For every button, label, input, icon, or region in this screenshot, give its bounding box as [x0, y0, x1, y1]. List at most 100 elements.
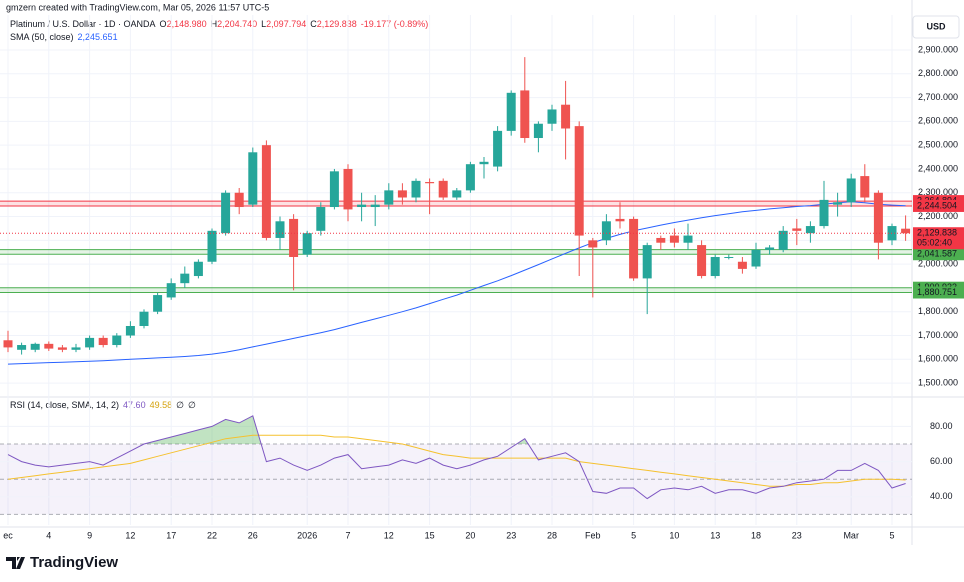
x-tick-label: 2026	[297, 530, 317, 540]
y-tick-label: 2,000.000	[918, 259, 958, 269]
candle-body	[846, 178, 856, 203]
candle-body	[44, 343, 54, 349]
y-tick-label: 2,500.000	[918, 140, 958, 150]
rsi-tick-label: 40.00	[930, 491, 953, 501]
candle-body	[125, 325, 135, 336]
rsi-line	[7, 434, 906, 487]
rsi-value: 47.60	[123, 400, 146, 410]
level-tag-label: 2,041.587	[917, 249, 957, 259]
candle-body	[805, 226, 815, 234]
brand: TradingView	[30, 554, 118, 571]
level-zone	[0, 201, 912, 206]
change: -19.177 (-0.89%)	[361, 19, 429, 29]
x-tick-label: 22	[207, 530, 217, 540]
logo-mark	[6, 557, 25, 569]
rsi-legend: RSI (14, close, SMA, 14, 2) 47.60 49.58 ∅ ∅	[10, 400, 196, 410]
rsi-line	[7, 415, 906, 500]
rsi-sma-value: 49.58	[150, 400, 173, 410]
x-tick-label: 23	[792, 530, 802, 540]
x-tick-label: 13	[710, 530, 720, 540]
ohlc-c: 2,129.838	[317, 19, 357, 29]
sma-name: SMA (50, close)	[10, 32, 74, 42]
candle-body	[221, 192, 231, 234]
x-tick-label: Feb	[585, 530, 601, 540]
y-tick-label: 2,200.000	[918, 211, 958, 221]
candle-body	[289, 218, 299, 257]
currency-box[interactable]	[912, 15, 960, 39]
candle-body	[901, 228, 911, 234]
candle-body	[683, 235, 693, 243]
rsi-tick-label: 60.00	[930, 456, 953, 466]
candle-body	[533, 123, 543, 139]
ohlc-h: 2,204.740	[217, 19, 257, 29]
y-tick-label: 1,600.000	[918, 354, 958, 364]
candle-body	[248, 152, 258, 205]
symbol-line: Platinum / U.S. Dollar · 1D · OANDA O2,14…	[10, 19, 428, 29]
candle-body	[547, 109, 557, 124]
level-tag-label: 2,244.504	[917, 200, 957, 210]
ohlc-l: 2,097.794	[266, 19, 306, 29]
candle-body	[438, 180, 448, 198]
labels: 2,900.000 2,800.000 2,700.000 2,600.000 2,50…	[3, 44, 964, 540]
candle-body	[153, 295, 163, 312]
sma-legend: SMA (50, close) 2,245.651	[10, 32, 118, 42]
level-zone	[0, 287, 912, 293]
plot-area	[0, 15, 912, 525]
rsi-extra: ∅	[188, 400, 196, 410]
sma-value: 2,245.651	[78, 32, 118, 42]
candle-body	[860, 176, 870, 198]
candle-body	[588, 240, 598, 248]
candle-body	[261, 145, 271, 238]
candle-body	[642, 245, 652, 279]
countdown-label: 05:02:40	[917, 238, 952, 248]
candle-body	[601, 221, 611, 241]
ohlc-c-label: C	[310, 19, 317, 29]
level-tag-label: 1,880.751	[917, 287, 957, 297]
x-tick-label: 17	[166, 530, 176, 540]
x-tick-label: 28	[547, 530, 557, 540]
candle-body	[85, 337, 95, 348]
y-tick-label: 2,800.000	[918, 68, 958, 78]
last-price-tag	[913, 227, 964, 250]
rsi-title: RSI (14, close, SMA, 14, 2)	[10, 400, 119, 410]
candle-body	[629, 218, 639, 279]
x-tick-label: 18	[751, 530, 761, 540]
level-tag	[913, 248, 964, 261]
x-tick-label: 26	[248, 530, 258, 540]
candle-body	[669, 235, 679, 243]
candle-body	[316, 207, 326, 231]
x-tick-label: 20	[465, 530, 475, 540]
x-tick-label: 10	[669, 530, 679, 540]
y-tick-label: 2,600.000	[918, 116, 958, 126]
candle-body	[3, 340, 13, 348]
y-tick-label: 1,700.000	[918, 330, 958, 340]
candle-body	[656, 237, 666, 243]
candle-body	[574, 126, 584, 236]
y-tick-label: 1,800.000	[918, 306, 958, 316]
candle-body	[710, 256, 720, 277]
candle-body	[765, 247, 775, 250]
level-tag	[913, 286, 964, 299]
candle-body	[98, 337, 108, 346]
candle-body	[370, 204, 380, 208]
candle-body	[180, 273, 190, 284]
candle-body	[207, 230, 217, 262]
y-tick-label: 2,400.000	[918, 163, 958, 173]
candle-body	[166, 283, 176, 298]
candle-body	[193, 261, 203, 277]
last-price-label: 2,129.838	[917, 228, 957, 238]
candle-body	[819, 199, 829, 227]
candle-body	[234, 192, 244, 208]
y-tick-label: 2,700.000	[918, 92, 958, 102]
candle-body	[833, 202, 843, 205]
candle-body	[275, 221, 285, 238]
candle-body	[506, 92, 516, 131]
candle-body	[357, 204, 367, 208]
candle-body	[384, 190, 394, 205]
candle-body	[139, 311, 149, 326]
candle-body	[452, 190, 462, 198]
x-tick-label: ec	[3, 530, 13, 540]
candle-body	[411, 180, 421, 198]
candle-body	[329, 171, 339, 208]
